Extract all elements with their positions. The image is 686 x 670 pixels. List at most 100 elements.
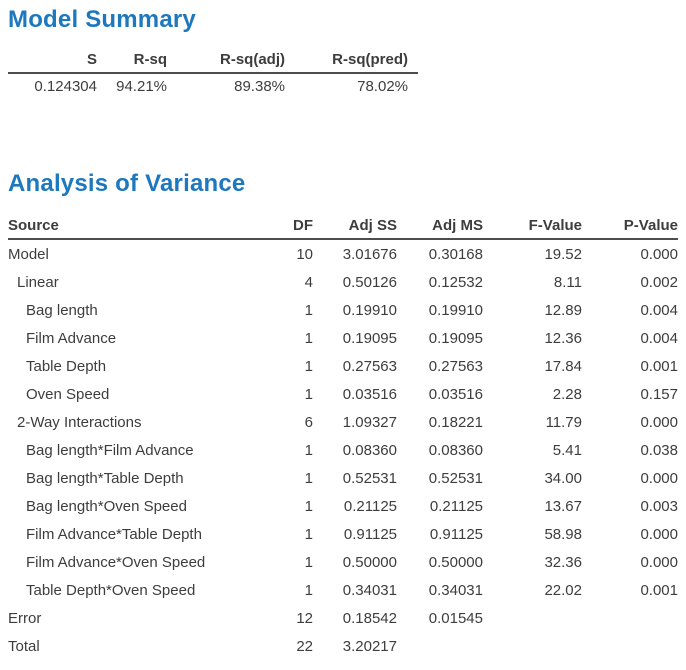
- anova-cell-adj_ms: 0.52531: [428, 469, 483, 487]
- model-summary-col-header: R-sq(adj): [167, 48, 285, 74]
- anova-cell-df: 1: [304, 301, 313, 319]
- anova-cell-adj_ss: 3.20217: [342, 637, 397, 655]
- table-row: Model 10 3.01676 0.30168 19.52 0.000: [8, 239, 678, 268]
- anova-cell-adj_ss: 3.01676: [342, 245, 397, 263]
- anova-cell-source: Total: [8, 637, 40, 655]
- table-row: Film Advance 1 0.19095 0.19095 12.36 0.004: [8, 324, 678, 352]
- anova-cell-adj_ss: 0.19095: [342, 329, 397, 347]
- anova-cell-source: Table Depth*Oven Speed: [26, 581, 196, 599]
- anova-cell-adj_ms: 0.08360: [428, 441, 483, 459]
- anova-cell-adj_ms: 0.50000: [428, 553, 483, 571]
- anova-col-header: P-Value: [582, 212, 678, 240]
- anova-cell-adj_ms: 0.30168: [428, 245, 483, 263]
- anova-cell-p: 0.157: [640, 385, 678, 403]
- model-summary-value: 78.02%: [357, 77, 408, 95]
- anova-cell-p: 0.003: [640, 497, 678, 515]
- anova-cell-df: 1: [304, 329, 313, 347]
- anova-cell-f: 2.28: [552, 385, 582, 403]
- anova-cell-df: 12: [296, 609, 313, 627]
- anova-cell-df: 10: [296, 245, 313, 263]
- anova-cell-df: 1: [304, 553, 313, 571]
- model-summary-value: 89.38%: [234, 77, 285, 95]
- anova-cell-p: 0.000: [640, 245, 678, 263]
- anova-cell-f: 5.41: [552, 441, 582, 459]
- anova-cell-adj_ss: 0.08360: [342, 441, 397, 459]
- anova-cell-f: 8.11: [553, 273, 582, 291]
- anova-cell-source: 2-Way Interactions: [17, 413, 142, 431]
- anova-cell-df: 1: [304, 497, 313, 515]
- anova-cell-source: Bag length: [26, 301, 98, 319]
- anova-cell-p: 0.002: [640, 273, 678, 291]
- anova-col-header: Adj SS: [313, 212, 397, 240]
- table-row: Total 22 3.20217: [8, 632, 678, 660]
- anova-cell-adj_ms: [397, 632, 483, 660]
- model-summary-value: 94.21%: [116, 77, 167, 95]
- anova-cell-source: Film Advance*Table Depth: [26, 525, 202, 543]
- table-row: Oven Speed 1 0.03516 0.03516 2.28 0.157: [8, 380, 678, 408]
- anova-cell-source: Film Advance: [26, 329, 117, 347]
- anova-cell-f: 22.02: [544, 581, 582, 599]
- anova-cell-adj_ms: 0.34031: [428, 581, 483, 599]
- anova-cell-df: 1: [304, 441, 313, 459]
- anova-cell-p: 0.000: [640, 413, 678, 431]
- anova-cell-df: 1: [304, 469, 313, 487]
- table-row: Table Depth*Oven Speed 1 0.34031 0.34031 22.…: [8, 576, 678, 604]
- anova-cell-f: 32.36: [544, 553, 582, 571]
- anova-cell-p: 0.000: [640, 553, 678, 571]
- anova-cell-adj_ss: 0.27563: [342, 357, 397, 375]
- anova-cell-p: 0.004: [640, 329, 678, 347]
- anova-cell-f: 12.36: [544, 329, 582, 347]
- anova-cell-adj_ms: 0.18221: [428, 413, 483, 431]
- table-row: Table Depth 1 0.27563 0.27563 17.84 0.001: [8, 352, 678, 380]
- anova-cell-df: 1: [304, 357, 313, 375]
- anova-cell-df: 6: [304, 413, 313, 431]
- table-row: Linear 4 0.50126 0.12532 8.11 0.002: [8, 268, 678, 296]
- anova-header-row: Source DF Adj SS Adj MS F-Value P-Value: [8, 212, 678, 240]
- anova-cell-adj_ss: 0.52531: [342, 469, 397, 487]
- anova-cell-source: Model: [8, 245, 49, 263]
- anova-col-header: Source: [8, 212, 228, 240]
- anova-cell-adj_ms: 0.03516: [428, 385, 483, 403]
- anova-cell-p: 0.001: [640, 581, 678, 599]
- anova-cell-adj_ms: 0.21125: [429, 497, 483, 515]
- anova-cell-df: 4: [304, 273, 313, 291]
- anova-cell-f: [483, 604, 582, 632]
- model-summary-col-header: R-sq: [97, 48, 167, 74]
- anova-cell-p: 0.000: [640, 525, 678, 543]
- table-row: Film Advance*Oven Speed 1 0.50000 0.50000 32…: [8, 548, 678, 576]
- anova-cell-p: [582, 632, 678, 660]
- anova-col-header: F-Value: [483, 212, 582, 240]
- anova-cell-p: [582, 604, 678, 632]
- model-summary-value: 0.124304: [34, 77, 97, 95]
- anova-cell-source: Error: [8, 609, 42, 627]
- model-summary-col-header: R-sq(pred): [285, 48, 418, 74]
- anova-cell-f: [483, 632, 582, 660]
- model-summary-value-row: 0.124304 94.21% 89.38% 78.02%: [8, 73, 418, 98]
- anova-cell-source: Bag length*Oven Speed: [26, 497, 187, 515]
- table-row: Bag length*Table Depth 1 0.52531 0.52531 34.…: [8, 464, 678, 492]
- anova-cell-f: 12.89: [544, 301, 582, 319]
- anova-cell-source: Oven Speed: [26, 385, 110, 403]
- table-row: Bag length 1 0.19910 0.19910 12.89 0.004: [8, 296, 678, 324]
- anova-cell-adj_ss: 1.09327: [342, 413, 397, 431]
- anova-cell-adj_ss: 0.18542: [342, 609, 397, 627]
- anova-cell-p: 0.001: [640, 357, 678, 375]
- anova-cell-adj_ss: 0.50000: [342, 553, 397, 571]
- anova-cell-f: 19.52: [544, 245, 582, 263]
- anova-cell-source: Bag length*Table Depth: [26, 469, 184, 487]
- anova-cell-df: 22: [296, 637, 313, 655]
- anova-title: Analysis of Variance: [8, 170, 246, 197]
- table-row: 2-Way Interactions 6 1.09327 0.18221 11.79 0.…: [8, 408, 678, 436]
- table-row: Bag length*Oven Speed 1 0.21125 0.21125 13.6…: [8, 492, 678, 520]
- anova-cell-adj_ss: 0.34031: [342, 581, 397, 599]
- anova-cell-f: 58.98: [544, 525, 582, 543]
- anova-cell-adj_ss: 0.21125: [343, 497, 397, 515]
- anova-cell-adj_ms: 0.27563: [428, 357, 483, 375]
- anova-cell-adj_ms: 0.19910: [428, 301, 483, 319]
- anova-cell-adj_ms: 0.19095: [428, 329, 483, 347]
- anova-cell-source: Table Depth: [26, 357, 107, 375]
- anova-cell-df: 1: [304, 581, 313, 599]
- anova-col-header: Adj MS: [397, 212, 483, 240]
- model-summary-table: S R-sq R-sq(adj) R-sq(pred) 0.124304 94.21% 8…: [8, 48, 418, 98]
